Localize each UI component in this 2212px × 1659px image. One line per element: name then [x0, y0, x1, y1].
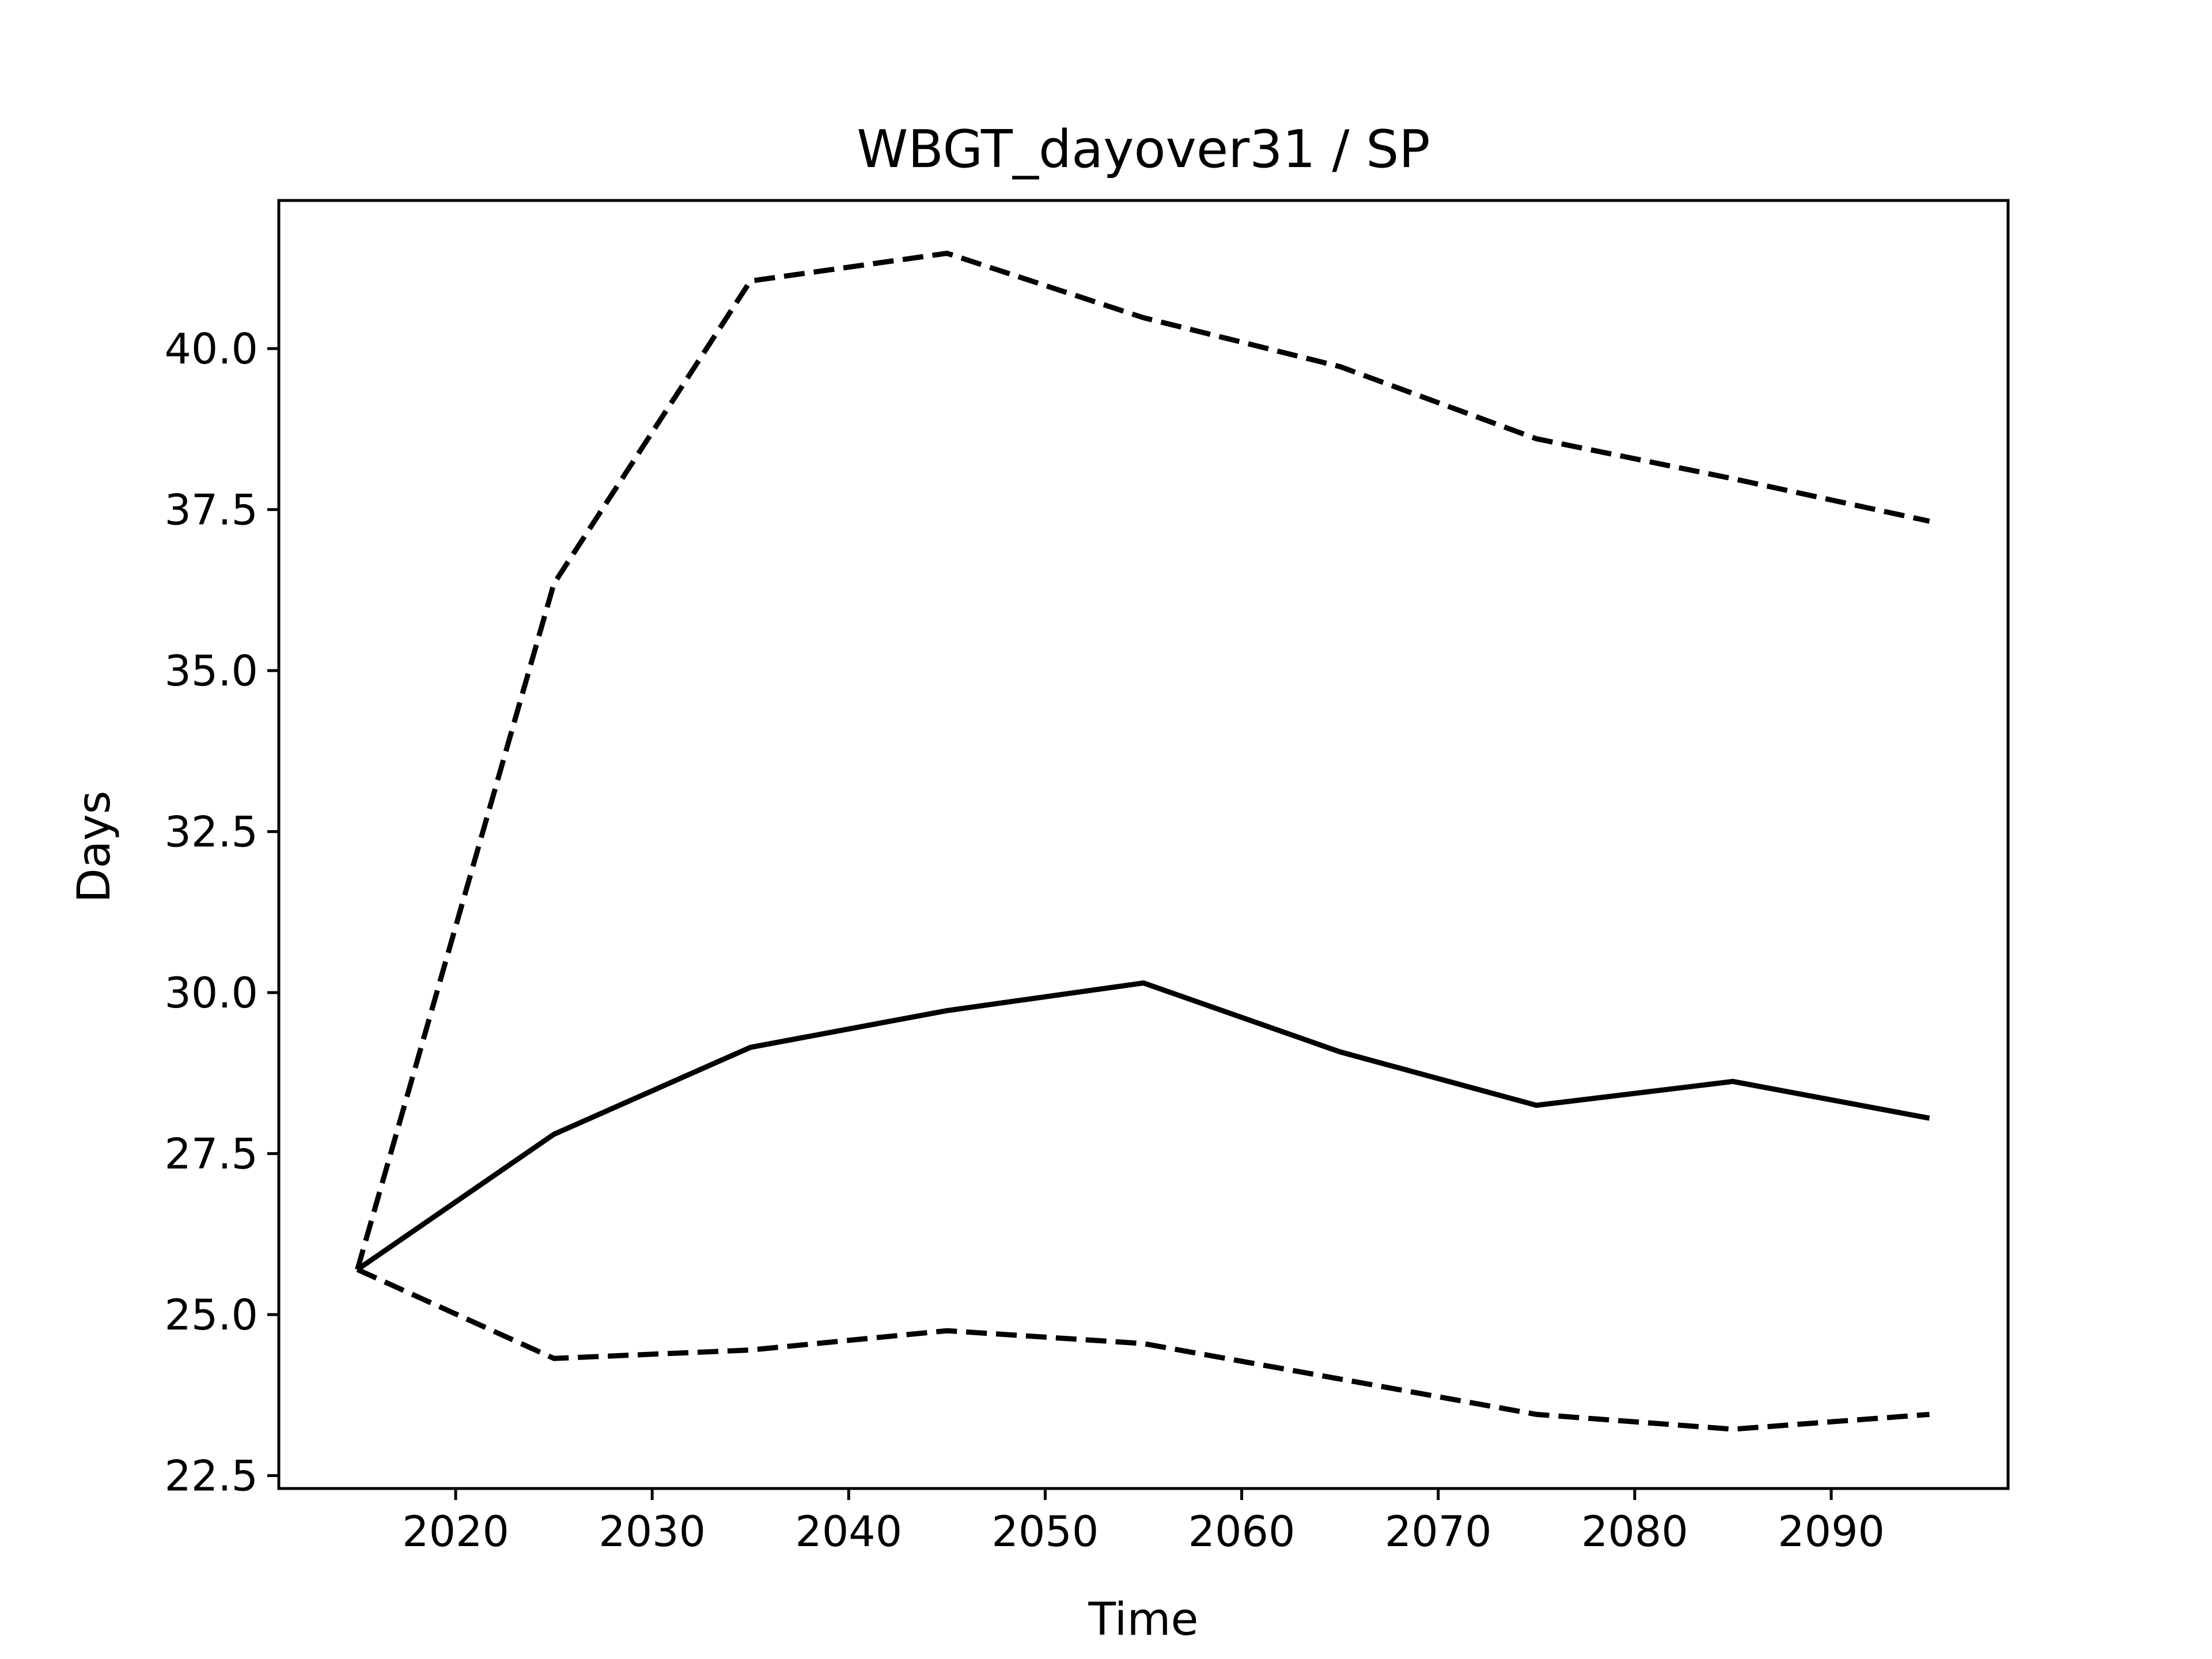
y-tick-label: 25.0 [164, 1291, 258, 1340]
series-line-0 [355, 980, 1930, 1272]
y-tick-label: 32.5 [164, 808, 258, 857]
x-tick-label: 2040 [795, 1508, 902, 1556]
y-tick-label: 35.0 [164, 647, 258, 696]
y-tick-label: 30.0 [164, 969, 258, 1018]
y-tick-label: 37.5 [164, 486, 258, 535]
x-tick-label: 2090 [1778, 1508, 1885, 1556]
series-layer [355, 251, 1930, 1432]
y-tick-label: 22.5 [164, 1452, 258, 1501]
plot-area-frame [277, 199, 2010, 1490]
y-tick-label: 27.5 [164, 1130, 258, 1179]
x-tick-label: 2030 [599, 1508, 706, 1556]
x-tick-label: 2070 [1385, 1508, 1492, 1556]
x-tick-label: 2020 [402, 1508, 509, 1556]
x-tick-label: 2080 [1581, 1508, 1688, 1556]
series-line-1 [355, 251, 1930, 1271]
chart-title: WBGT_dayover31 / SP [857, 119, 1430, 180]
ticks-layer: 2020 2030 2040 2050 2060 2070 2080 2090 22.5 25.0… [164, 325, 1884, 1556]
y-tick-label: 40.0 [164, 325, 258, 374]
x-tick-label: 2060 [1188, 1508, 1296, 1556]
x-axis-label: Time [1088, 1594, 1199, 1646]
series-line-2 [356, 1267, 1930, 1432]
y-axis-label: Days [69, 791, 120, 903]
x-tick-label: 2050 [992, 1508, 1099, 1556]
